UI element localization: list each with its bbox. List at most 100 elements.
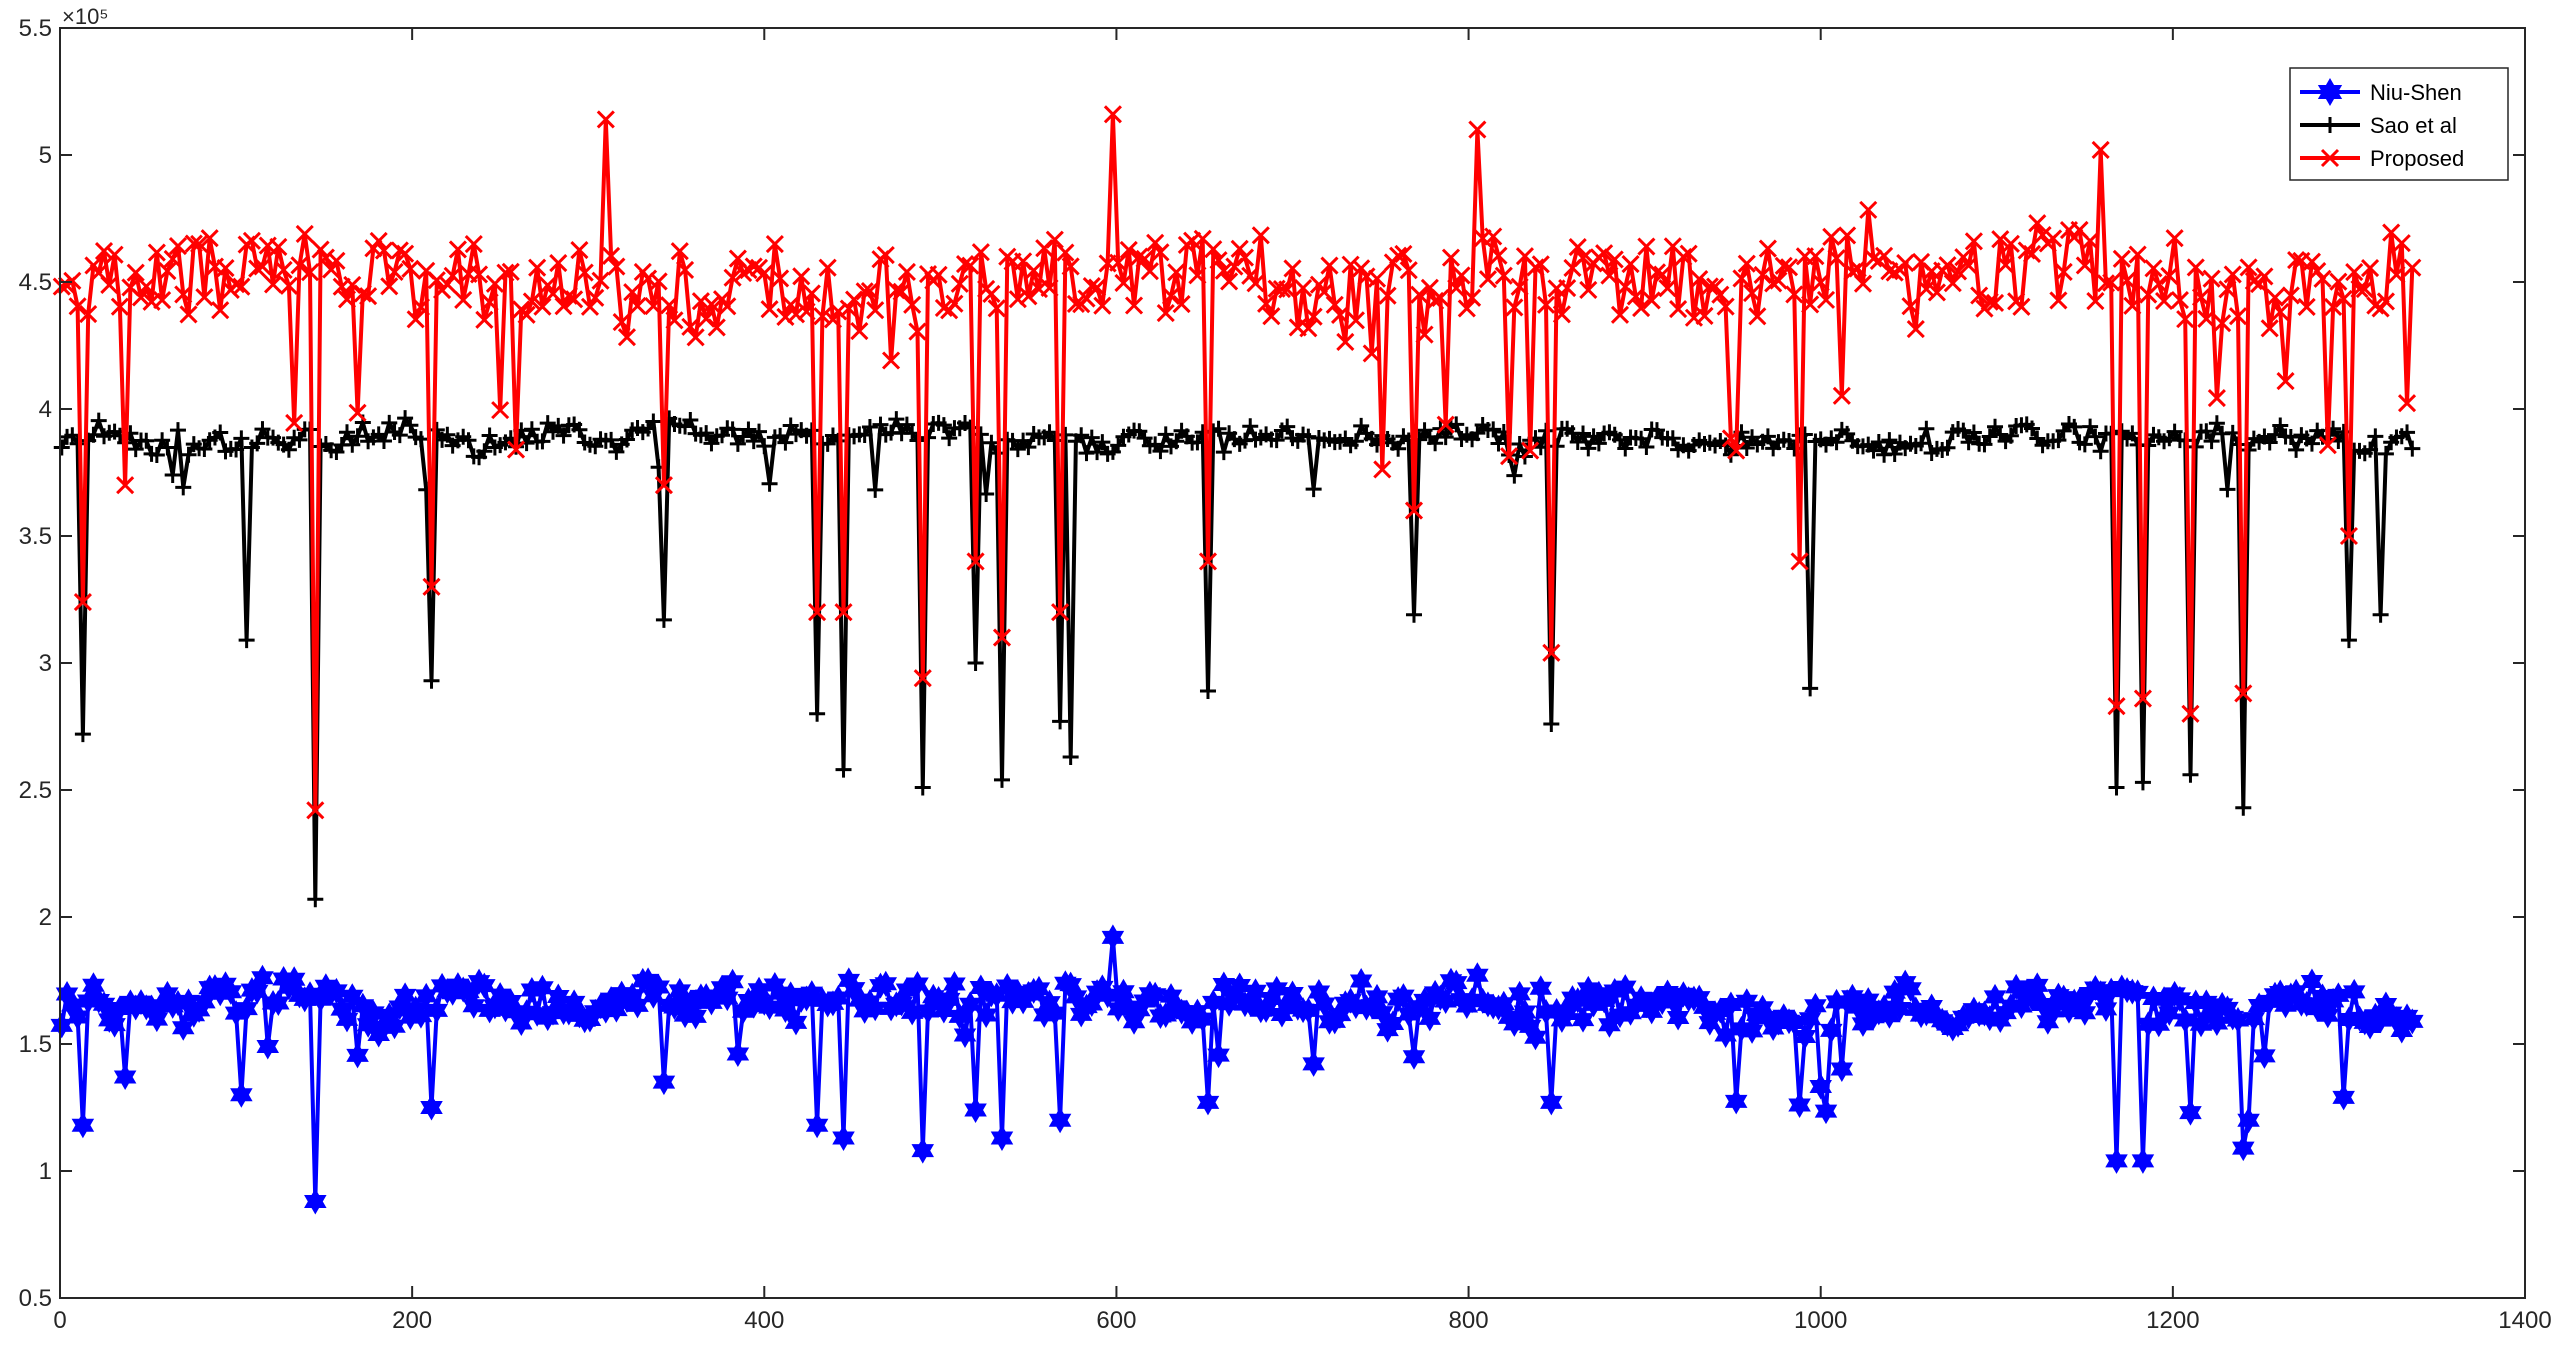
data-point: [618, 431, 635, 448]
data-point: [776, 307, 795, 326]
data-point: [369, 231, 388, 251]
data-point: [1124, 296, 1144, 315]
data-point: [159, 439, 176, 456]
data-point: [1865, 442, 1882, 459]
data-point: [2228, 307, 2248, 326]
data-point: [758, 994, 781, 1021]
data-point: [1653, 265, 1672, 284]
data-point: [158, 261, 177, 281]
data-point: [2202, 269, 2221, 288]
data-point: [79, 304, 98, 324]
data-point: [2260, 319, 2279, 338]
data-point: [1804, 992, 1827, 1019]
data-point: [517, 305, 536, 324]
data-point: [818, 258, 837, 277]
data-point: [1679, 244, 1698, 263]
data-point: [1970, 286, 1989, 305]
legend-label: Proposed: [2370, 146, 2464, 171]
data-point: [1769, 271, 1788, 290]
data-point: [1964, 232, 1983, 251]
data-point: [2112, 249, 2131, 268]
data-point: [1721, 429, 1740, 448]
data-point: [1146, 233, 1165, 252]
data-point: [1600, 266, 1619, 285]
data-point: [929, 265, 948, 284]
data-point: [428, 421, 445, 438]
data-point: [1666, 1004, 1690, 1031]
data-point: [2272, 417, 2289, 434]
data-point: [1985, 293, 2005, 312]
data-point: [1637, 237, 1656, 256]
data-point: [1759, 428, 1776, 445]
data-point: [179, 305, 198, 324]
data-point: [1437, 429, 1454, 446]
data-point: [1917, 279, 1936, 299]
data-point: [2213, 314, 2232, 333]
data-point: [1191, 1006, 1214, 1033]
data-point: [353, 284, 372, 303]
data-point: [169, 422, 186, 439]
data-point: [2022, 244, 2042, 263]
data-point: [1167, 263, 1186, 282]
data-point: [1610, 305, 1630, 324]
data-point: [1101, 924, 1125, 951]
data-point: [756, 438, 773, 455]
data-point: [993, 771, 1010, 788]
data-point: [1448, 416, 1465, 433]
data-point: [2102, 273, 2121, 292]
data-point: [1764, 274, 1783, 293]
data-point: [580, 297, 600, 316]
data-point: [53, 439, 70, 456]
data-point: [967, 655, 984, 671]
data-point: [423, 672, 440, 689]
data-point: [1268, 432, 1285, 449]
data-point: [1278, 280, 1297, 299]
series-markers-niu-shen: [50, 924, 2424, 1215]
data-point: [2033, 225, 2052, 245]
data-point: [1735, 988, 1759, 1015]
data-point: [50, 1012, 74, 1039]
data-point: [1389, 246, 1408, 265]
y-tick-label: 3: [39, 650, 52, 677]
data-point: [2049, 291, 2068, 310]
data-point: [786, 305, 806, 324]
data-point: [718, 297, 737, 316]
data-point: [1598, 1011, 1621, 1038]
data-point: [2276, 372, 2295, 391]
data-point: [2250, 275, 2269, 294]
legend-label: Niu-Shen: [2370, 80, 2462, 105]
y-tick-label: 1: [39, 1158, 52, 1185]
data-point: [1207, 1042, 1230, 1069]
data-point: [1748, 307, 1767, 326]
data-point: [935, 417, 952, 434]
data-point: [591, 271, 610, 290]
data-point: [391, 427, 408, 444]
data-point: [409, 1002, 433, 1029]
data-point: [523, 421, 540, 438]
data-point: [2131, 1147, 2155, 1174]
data-point: [110, 297, 129, 316]
data-point: [476, 443, 493, 460]
data-point: [745, 433, 762, 450]
data-point: [1521, 441, 1540, 460]
data-point: [2237, 1107, 2260, 1134]
data-point: [1568, 238, 1587, 257]
data-point: [777, 434, 794, 451]
data-point: [1621, 255, 1640, 274]
data-point: [2404, 440, 2421, 457]
data-point: [1571, 1006, 1595, 1033]
x-tick-label: 1200: [2146, 1307, 2199, 1334]
data-point: [2096, 274, 2116, 293]
data-point: [1828, 434, 1845, 451]
data-point: [235, 995, 258, 1022]
data-point: [1061, 257, 1080, 276]
data-point: [1558, 279, 1577, 298]
data-point: [2223, 265, 2242, 284]
data-point: [861, 418, 878, 435]
data-point: [127, 441, 144, 458]
data-point: [1347, 433, 1364, 450]
data-point: [1906, 320, 1925, 339]
data-point: [1899, 975, 1922, 1002]
data-point: [2271, 302, 2290, 322]
